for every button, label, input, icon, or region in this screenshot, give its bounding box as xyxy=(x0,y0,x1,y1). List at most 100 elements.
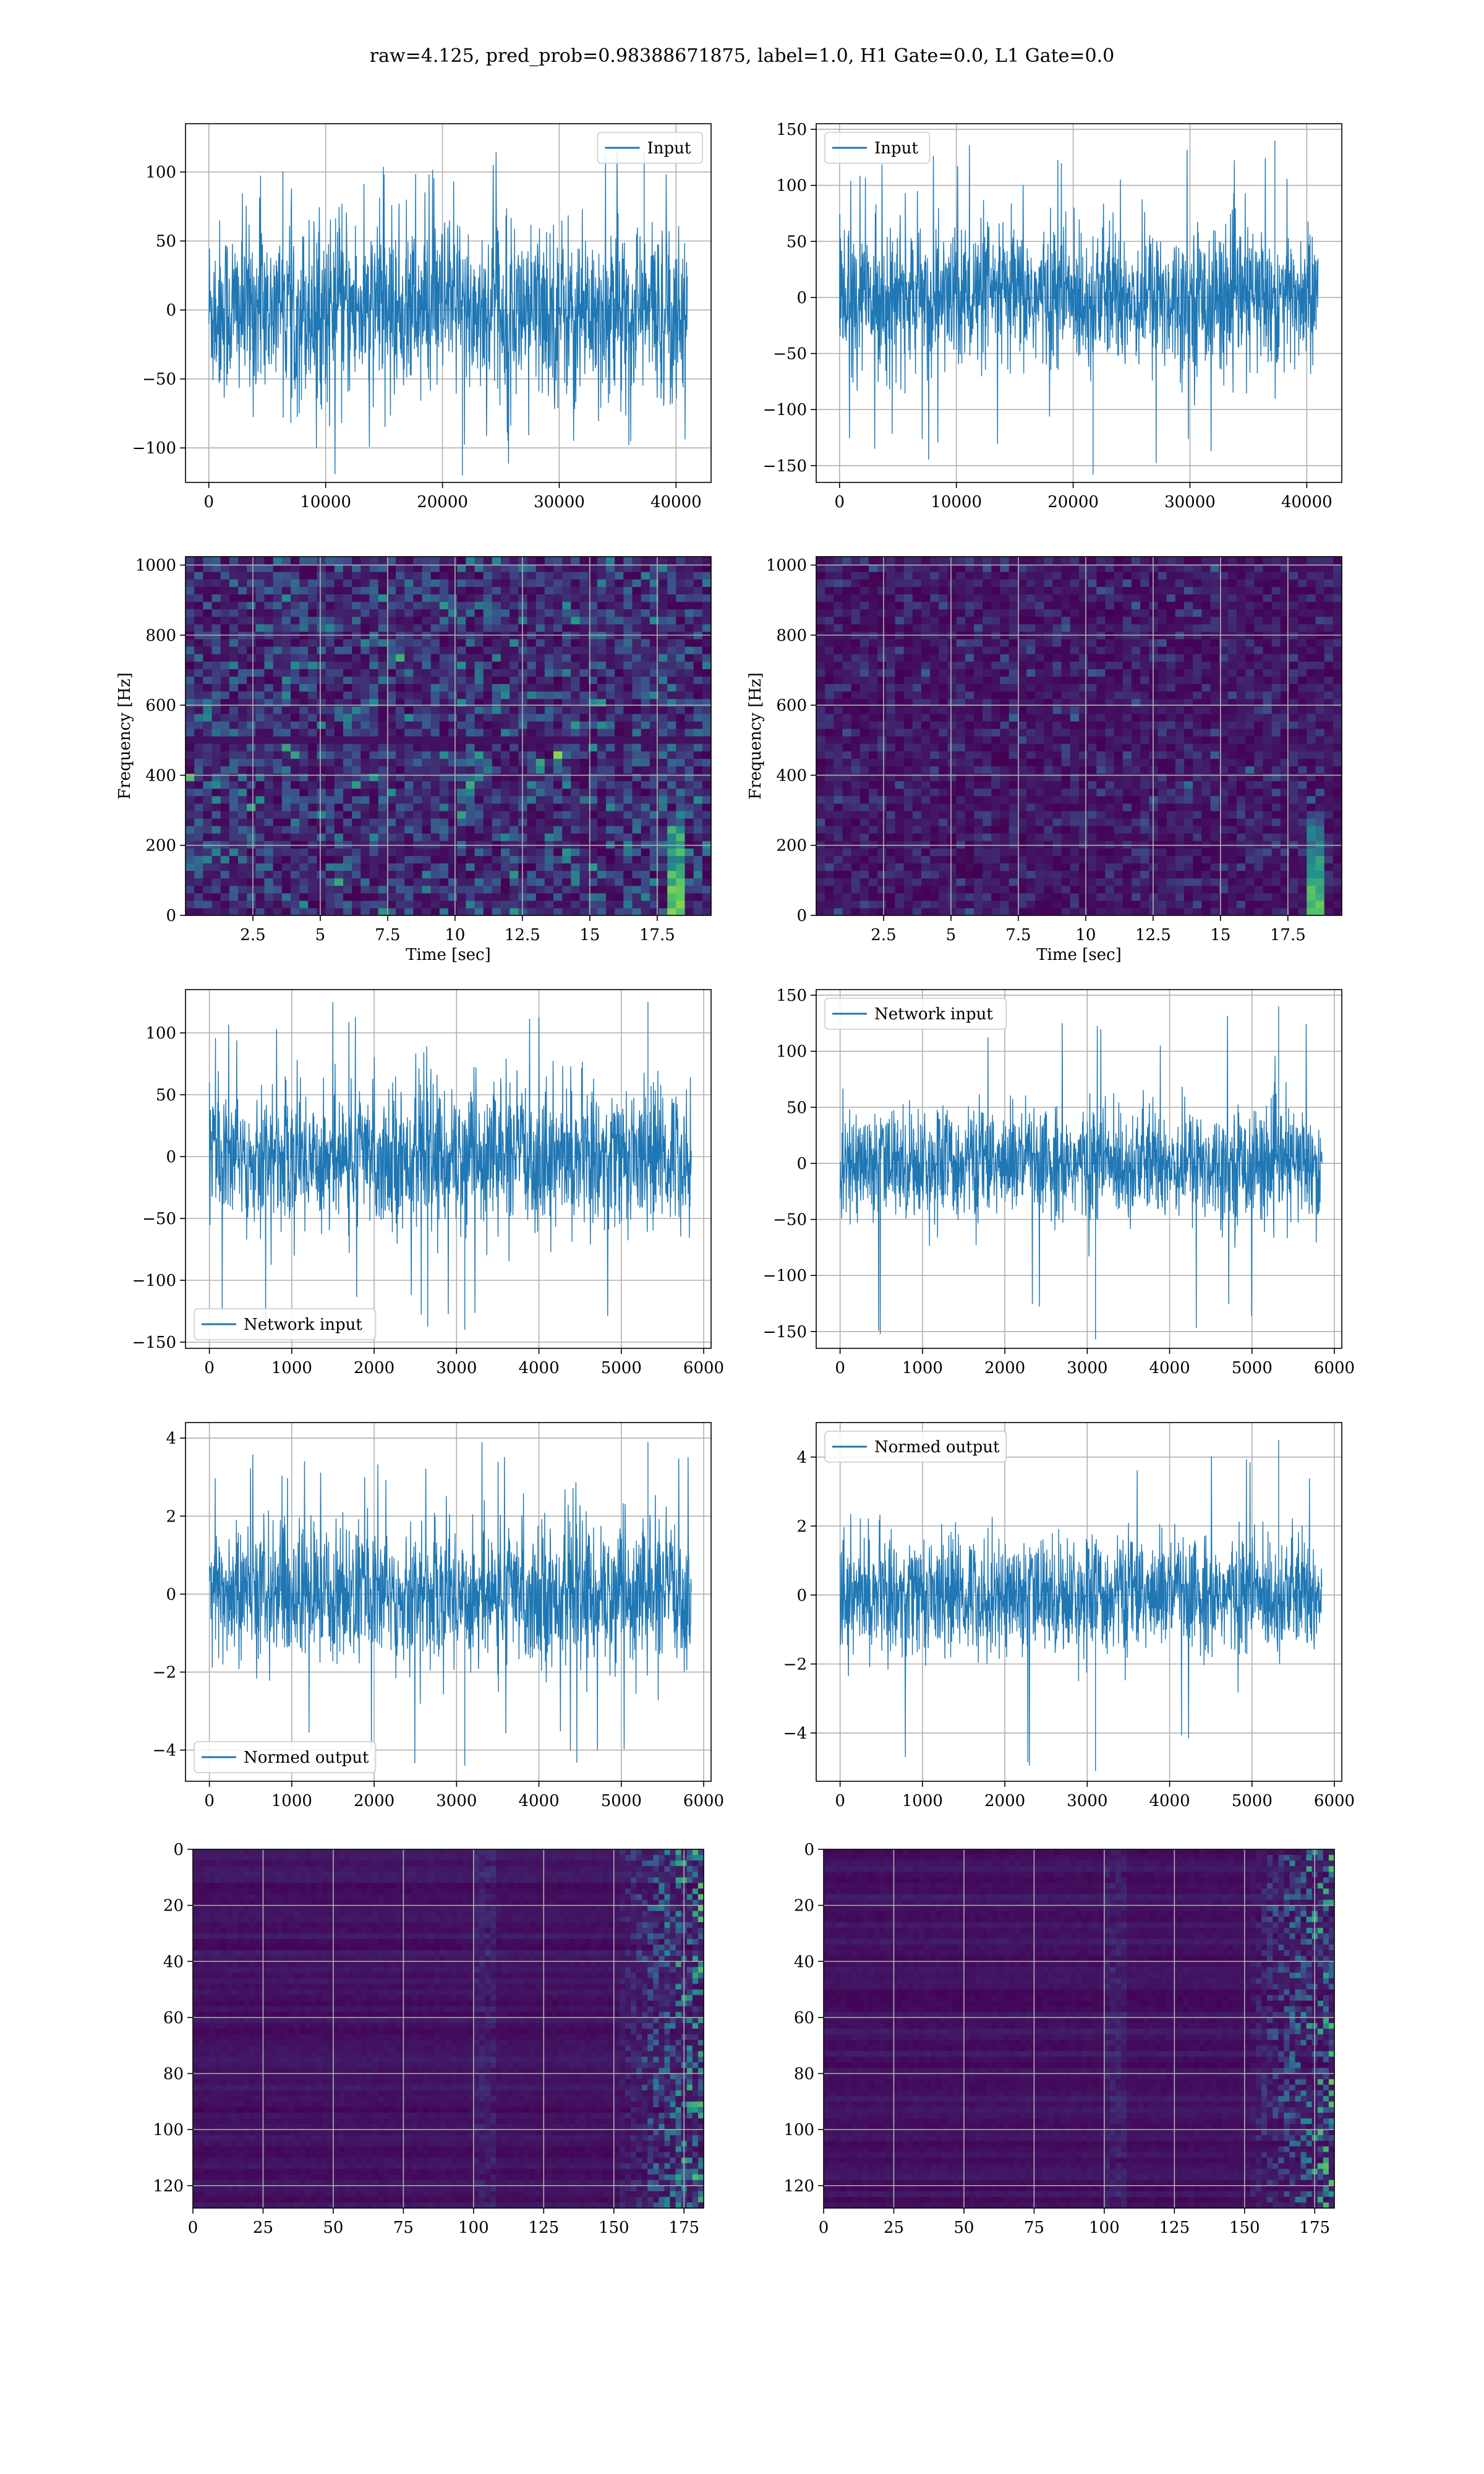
l1-spectrogram-cell xyxy=(930,818,939,826)
h1-spectrogram-cell xyxy=(606,803,615,811)
h1-spectrogram-cell xyxy=(544,870,554,879)
h1-spectrogram-cell xyxy=(466,676,475,684)
l1-spectrogram-cell xyxy=(859,863,869,871)
h1-spectrogram-cell xyxy=(527,788,537,797)
l1-spectrogram-cell xyxy=(930,781,939,789)
h1-spectrogram-cell xyxy=(693,795,703,804)
l1-spectrogram-cell xyxy=(1140,781,1149,789)
h1-spectrogram-cell xyxy=(606,564,615,572)
l1-spectrogram-cell xyxy=(983,661,992,669)
h1-spectrogram-cell xyxy=(518,698,528,707)
h1-spectrogram-cell xyxy=(535,579,545,587)
l1-spectrogram-cell xyxy=(1061,721,1071,729)
l1-spectrogram-cell xyxy=(1096,601,1106,610)
h1-spectrogram-cell xyxy=(527,892,537,901)
l1-spectrogram-cell xyxy=(1000,833,1010,841)
l1-spectrogram-cell xyxy=(1035,579,1044,587)
l1-spectrogram-cell xyxy=(816,579,825,587)
h1-spectrogram-cell xyxy=(492,579,501,587)
h1-spectrogram-cell xyxy=(615,795,624,804)
l1-spectrogram-cell xyxy=(921,841,931,849)
l1-spectrogram-cell xyxy=(1079,661,1088,669)
h1-spectrogram-cell xyxy=(676,833,686,841)
h1-spectrogram-cell xyxy=(194,736,203,744)
h1-spectrogram-cell xyxy=(632,773,642,782)
h1-spectrogram-cell xyxy=(457,766,466,774)
h1-spectrogram-cell xyxy=(273,654,283,662)
l1-spectrogram-cell xyxy=(1070,728,1080,737)
h1-spectrogram-cell xyxy=(641,594,650,602)
h1-spectrogram-cell xyxy=(211,855,221,863)
h1-spectrogram-cell xyxy=(352,601,361,610)
h1-spectrogram-cell xyxy=(571,638,581,647)
h1-spectrogram-cell xyxy=(247,788,256,797)
h1-spectrogram-cell xyxy=(693,616,703,625)
h1-spectrogram-cell xyxy=(579,900,589,909)
l1-spectrogram-cell xyxy=(991,826,1001,834)
l1-spectrogram-cell xyxy=(1132,855,1141,863)
l1-spectrogram-cell xyxy=(1140,638,1149,647)
h1-spectrogram-cell xyxy=(510,885,519,894)
h1-spectrogram-cell xyxy=(615,751,624,759)
h1-spectrogram-cell xyxy=(325,743,335,751)
h1-spectrogram-cell xyxy=(659,609,668,617)
h1-spectrogram-cell xyxy=(562,638,571,647)
l1-spectrogram-cell xyxy=(1132,736,1141,744)
h1-spectrogram-cell xyxy=(588,579,598,587)
h1-spectrogram-cell xyxy=(229,691,239,700)
l1-spectrogram-cell xyxy=(1088,728,1097,737)
h1-spectrogram-cell xyxy=(247,728,256,737)
h1-spectrogram-cell xyxy=(422,616,432,625)
h1-spectrogram-cell xyxy=(386,870,396,879)
h1-spectrogram-cell xyxy=(606,594,615,602)
h1-spectrogram-cell xyxy=(325,885,335,894)
h1-spectrogram-cell xyxy=(203,892,213,901)
h1-spectrogram-cell xyxy=(562,758,571,766)
h1-spectrogram-cell xyxy=(641,691,650,700)
l1-spectrogram-cell xyxy=(956,863,966,871)
h1-spectrogram-cell xyxy=(194,661,203,669)
h1-spectrogram-cell xyxy=(386,736,396,744)
l1-spectrogram-cell xyxy=(912,616,922,625)
h1-spectrogram-cell xyxy=(264,885,274,894)
l1-spectrogram-cell xyxy=(1026,654,1036,662)
l1-spectrogram-cell xyxy=(816,743,825,751)
l1-spectrogram-cell xyxy=(956,773,966,782)
h1-spectrogram-cell xyxy=(535,848,545,856)
l1-spectrogram-cell xyxy=(956,818,966,826)
h1-spectrogram-cell xyxy=(220,870,230,879)
h1-spectrogram-cell xyxy=(641,803,650,811)
h1-spectrogram-cell xyxy=(579,833,589,841)
h1-spectrogram-cell xyxy=(378,885,388,894)
h1-spectrogram-cell xyxy=(676,736,686,744)
h1-spectrogram-cell xyxy=(588,818,598,826)
h1-spectrogram-cell xyxy=(649,654,659,662)
h1-spectrogram-cell xyxy=(597,810,607,819)
l1-spectrogram-cell xyxy=(903,646,913,654)
h1-spectrogram-cell xyxy=(317,773,326,782)
h1-spectrogram-cell xyxy=(299,758,309,766)
h1-spectrogram-cell xyxy=(334,728,344,737)
h1-spectrogram-cell xyxy=(281,833,291,841)
h1-spectrogram-cell xyxy=(203,654,213,662)
l1-spectrogram-cell xyxy=(1166,892,1176,901)
l1-spectrogram-cell xyxy=(869,863,878,871)
h1-spectrogram-cell xyxy=(510,833,519,841)
l1-spectrogram-cell xyxy=(851,892,861,901)
l1-spectrogram-cell xyxy=(1079,751,1088,759)
l1-spectrogram-cell xyxy=(1061,751,1071,759)
l1-spectrogram-cell xyxy=(912,907,922,915)
l1-spectrogram-cell xyxy=(1122,586,1132,594)
l1-spectrogram-cell xyxy=(1070,676,1080,684)
h1-spectrogram-cell xyxy=(325,863,335,871)
h1-spectrogram-cell xyxy=(553,810,563,819)
h1-spectrogram-cell xyxy=(571,751,581,759)
h1-spectrogram-cell xyxy=(676,743,686,751)
h1-spectrogram-cell xyxy=(439,691,449,700)
h1-spectrogram-cell xyxy=(220,900,230,909)
h1-spectrogram-cell xyxy=(676,646,686,654)
h1-spectrogram-cell xyxy=(553,870,563,879)
l1-spectrogram-cell xyxy=(1052,766,1062,774)
h1-spectrogram-cell xyxy=(369,743,379,751)
h1-spectrogram-cell xyxy=(369,841,379,849)
